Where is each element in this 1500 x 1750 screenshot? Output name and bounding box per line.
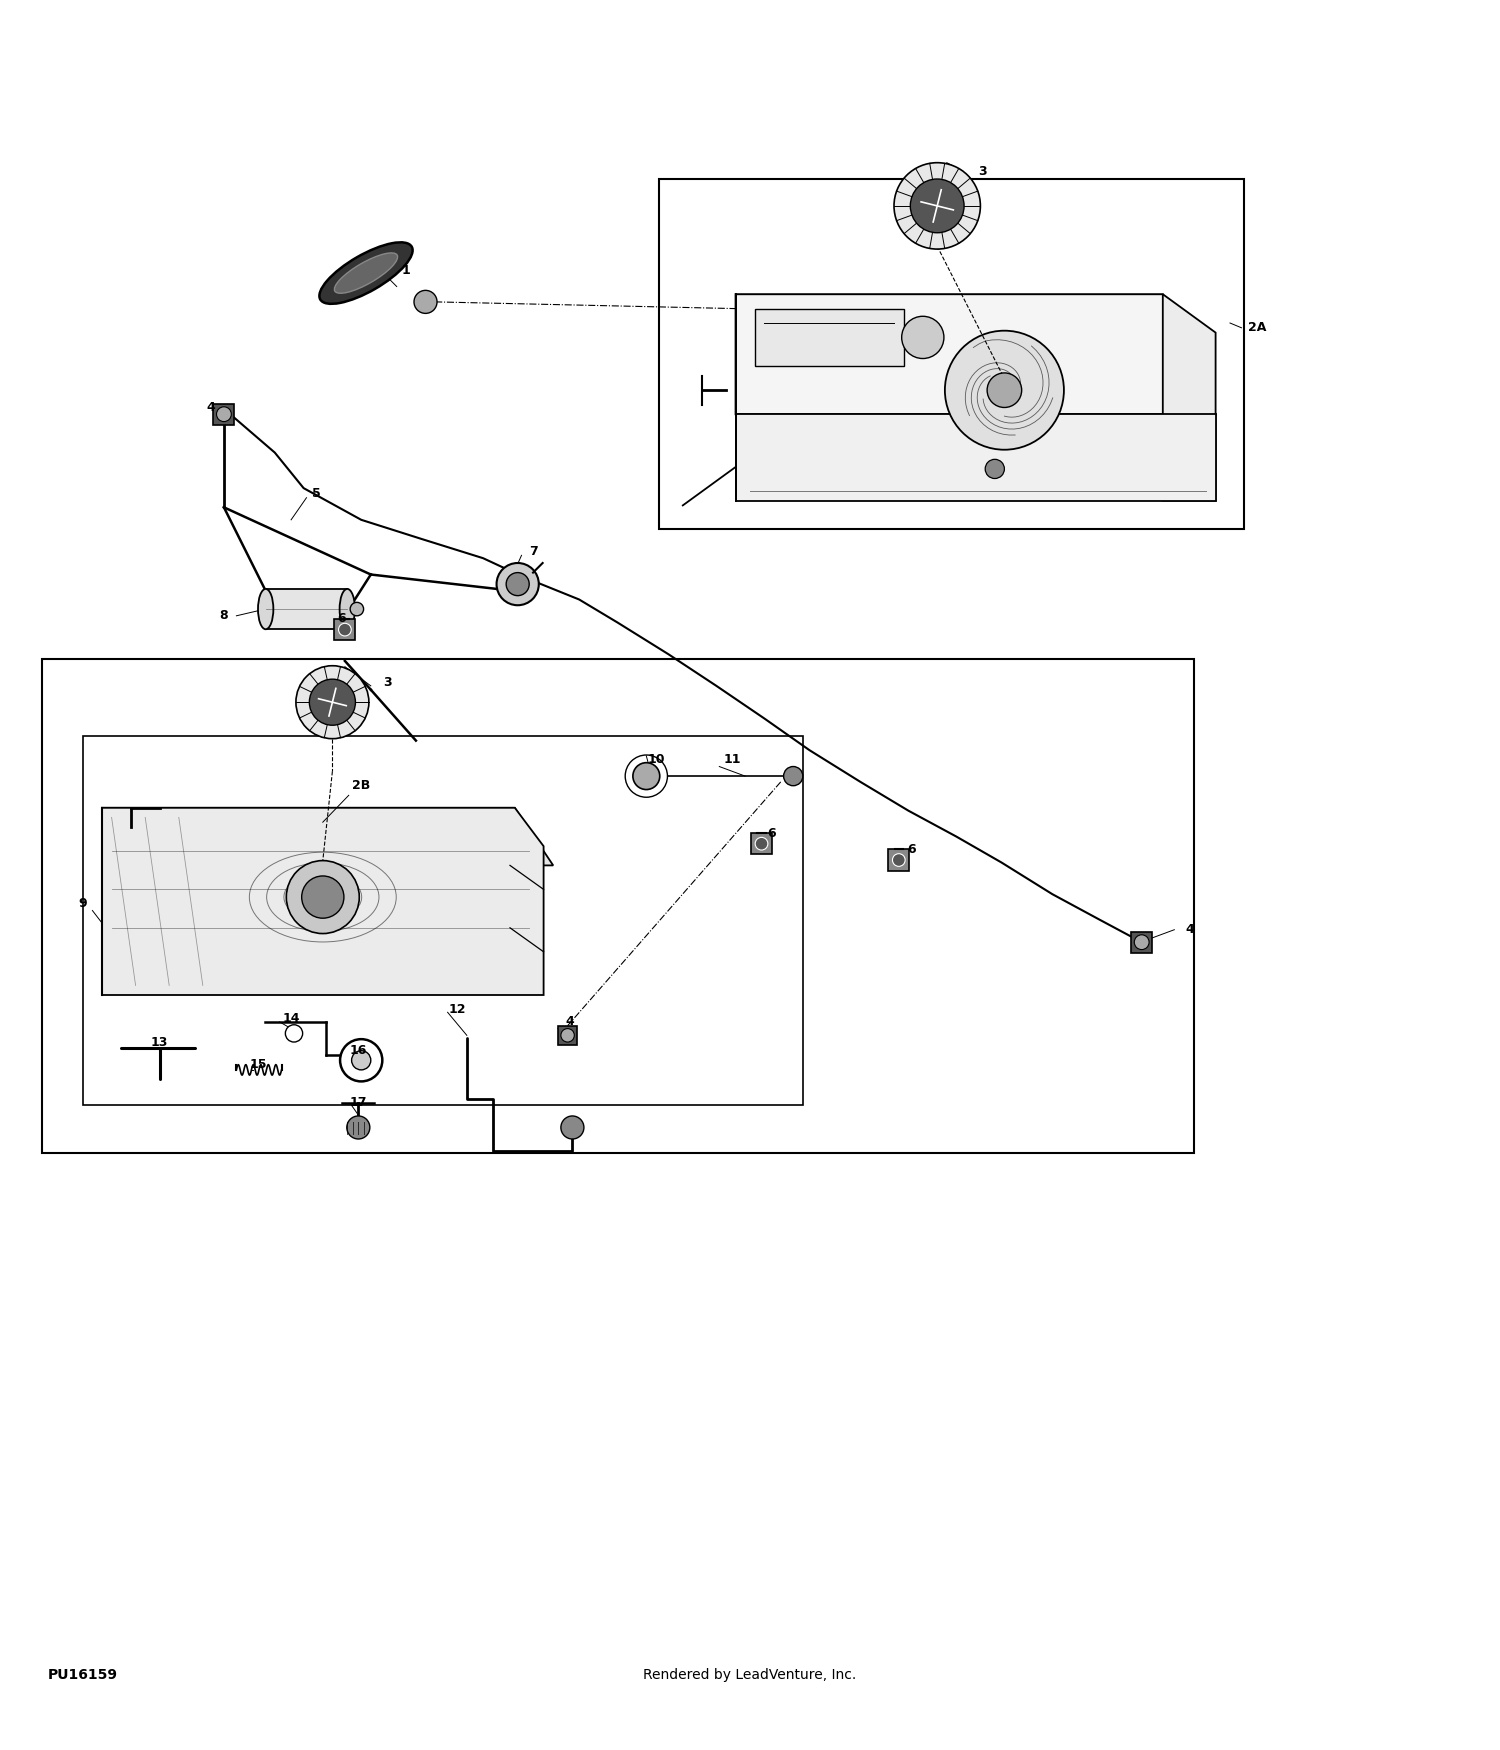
Circle shape <box>561 1116 584 1139</box>
Circle shape <box>754 836 768 850</box>
Text: 12: 12 <box>448 1003 466 1017</box>
Circle shape <box>286 861 360 933</box>
Text: 6: 6 <box>338 612 346 625</box>
Bar <box>752 833 772 854</box>
Text: 5: 5 <box>312 488 321 500</box>
Circle shape <box>414 290 436 313</box>
Circle shape <box>496 564 538 606</box>
Circle shape <box>561 1029 574 1041</box>
Text: 2B: 2B <box>352 779 370 793</box>
Ellipse shape <box>339 590 356 630</box>
Circle shape <box>910 178 964 233</box>
Polygon shape <box>102 808 554 866</box>
Circle shape <box>302 877 344 919</box>
Bar <box>658 178 1245 530</box>
Circle shape <box>216 406 231 422</box>
Text: 14: 14 <box>282 1013 300 1026</box>
Text: 8: 8 <box>219 609 228 623</box>
Text: 4: 4 <box>206 401 214 415</box>
Circle shape <box>783 766 802 786</box>
Circle shape <box>894 163 981 248</box>
Circle shape <box>340 1040 382 1082</box>
Text: 3: 3 <box>978 164 987 178</box>
Circle shape <box>945 331 1064 450</box>
Text: Rendered by LeadVenture, Inc.: Rendered by LeadVenture, Inc. <box>644 1668 856 1682</box>
Text: 17: 17 <box>350 1096 368 1110</box>
Polygon shape <box>102 808 543 996</box>
Circle shape <box>296 665 369 738</box>
Bar <box>1131 931 1152 952</box>
Circle shape <box>987 373 1022 408</box>
Bar <box>213 404 234 425</box>
Circle shape <box>350 602 363 616</box>
Bar <box>334 620 356 640</box>
Text: LeadVenture: LeadVenture <box>750 914 1038 957</box>
Polygon shape <box>754 308 903 366</box>
Polygon shape <box>1162 294 1215 500</box>
Text: 11: 11 <box>724 752 741 766</box>
Bar <box>82 735 802 1106</box>
Circle shape <box>309 679 356 724</box>
Text: PU16159: PU16159 <box>48 1668 117 1682</box>
Text: 9: 9 <box>78 898 87 910</box>
Polygon shape <box>735 294 1215 415</box>
Circle shape <box>346 1116 370 1139</box>
Text: 4: 4 <box>566 1015 574 1029</box>
Polygon shape <box>735 415 1215 500</box>
Bar <box>266 590 348 630</box>
Circle shape <box>633 763 660 789</box>
Text: 3: 3 <box>382 677 392 690</box>
Text: 6: 6 <box>766 828 776 840</box>
Circle shape <box>351 1050 370 1069</box>
Text: 6: 6 <box>908 842 915 856</box>
Text: 13: 13 <box>152 1036 168 1050</box>
Circle shape <box>506 572 530 595</box>
Ellipse shape <box>334 254 398 294</box>
Text: 16: 16 <box>350 1045 368 1057</box>
Circle shape <box>339 623 351 635</box>
Circle shape <box>1134 934 1149 950</box>
Bar <box>558 1026 578 1045</box>
Text: 4: 4 <box>1185 924 1194 936</box>
Text: 15: 15 <box>249 1057 267 1071</box>
Circle shape <box>285 1026 303 1041</box>
Bar <box>42 660 1194 1153</box>
Ellipse shape <box>320 242 413 304</box>
Circle shape <box>986 458 1005 478</box>
Text: 7: 7 <box>530 544 538 558</box>
Polygon shape <box>642 889 663 942</box>
Text: 1: 1 <box>402 264 411 276</box>
Text: 10: 10 <box>646 752 664 766</box>
Circle shape <box>902 317 944 359</box>
Text: 2A: 2A <box>1248 322 1266 334</box>
Bar <box>888 849 909 870</box>
Circle shape <box>892 854 904 866</box>
Ellipse shape <box>258 590 273 630</box>
